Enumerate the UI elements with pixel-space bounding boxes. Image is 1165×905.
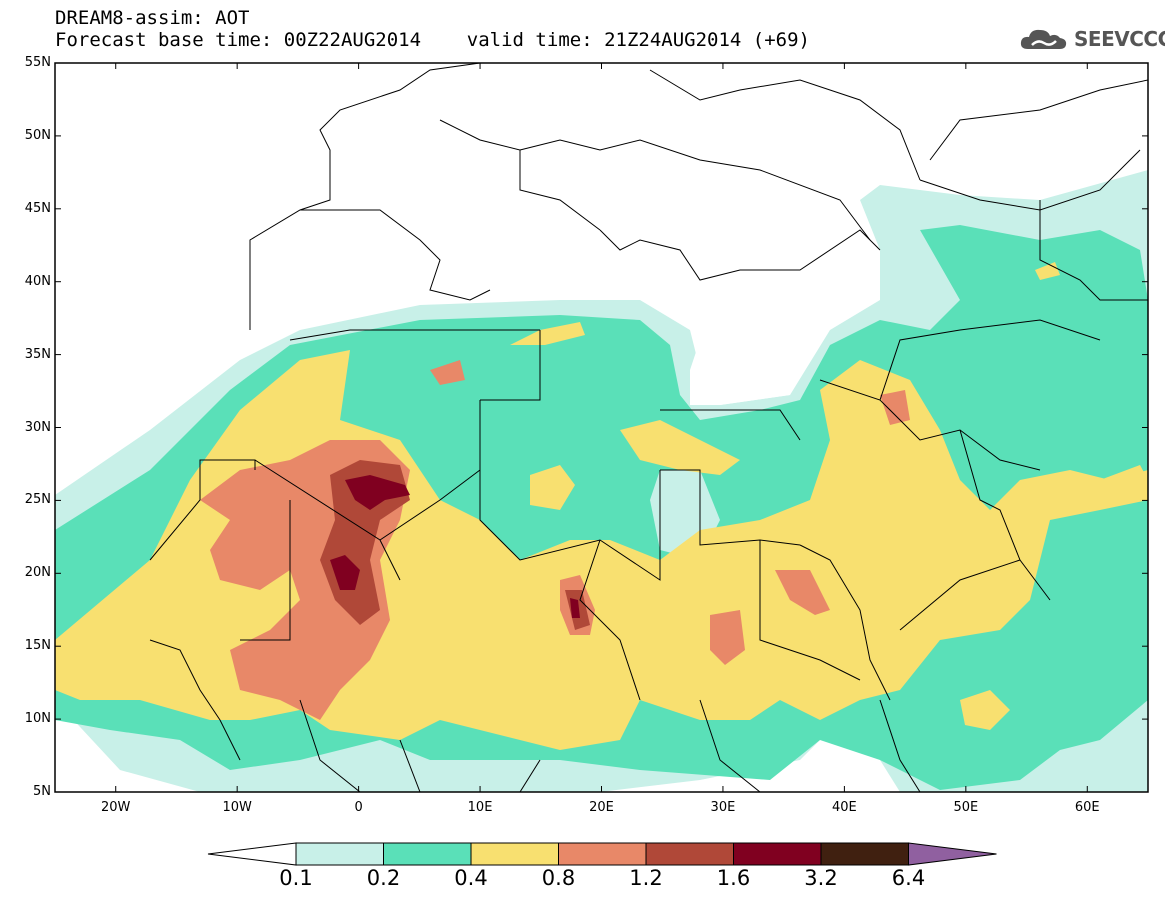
lat-tick-label: 30N — [24, 419, 51, 435]
lon-tick-label: 30E — [710, 800, 736, 815]
country-borders — [149, 63, 1148, 792]
chart-title: DREAM8-assim: AOT — [55, 7, 250, 29]
lat-tick-label: 35N — [24, 346, 51, 362]
colorbar-label: 0.2 — [366, 866, 401, 890]
tick-marks — [55, 62, 1148, 793]
lon-tick-label: 10E — [467, 800, 493, 815]
chart-subtitle: Forecast base time: 00Z22AUG2014 valid t… — [55, 29, 810, 51]
lon-tick-label: 20E — [589, 800, 614, 815]
lon-tick-label: 20W — [101, 800, 131, 815]
lat-tick-label: 40N — [24, 273, 51, 289]
lon-tick-label: 40E — [831, 800, 857, 815]
lat-tick-label: 15N — [24, 638, 51, 654]
colorbar-arrow-low — [207, 842, 297, 866]
lon-tick-label: 60E — [1074, 800, 1100, 815]
colorbar-swatch — [733, 842, 822, 866]
colorbar-label: 1.2 — [629, 866, 663, 890]
colorbar-swatch — [295, 842, 384, 866]
lat-tick-label: 10N — [24, 711, 51, 727]
colorbar-label: 0.8 — [541, 866, 576, 890]
colorbar-swatch — [820, 842, 909, 866]
aot-field — [55, 63, 1148, 792]
colorbar-swatch — [558, 842, 647, 866]
logo-text: SEEVCCC — [1074, 27, 1165, 51]
colorbar-swatch — [645, 842, 734, 866]
lat-tick-label: 50N — [24, 127, 51, 143]
lat-tick-label: 25N — [24, 492, 51, 508]
lon-tick-label: 10W — [222, 800, 252, 815]
colorbar-label: 0.4 — [454, 866, 488, 890]
lat-tick-label: 20N — [24, 565, 51, 581]
colorbar-label: 0.1 — [279, 866, 313, 890]
lon-tick-label: 50E — [953, 800, 979, 815]
lon-tick-label: 0 — [354, 800, 363, 815]
cloud-icon — [1020, 29, 1067, 49]
colorbar-label: 3.2 — [804, 866, 838, 890]
lat-tick-label: 55N — [24, 55, 51, 70]
colorbar-arrow-high — [908, 842, 997, 866]
lat-tick-label: 45N — [24, 200, 51, 216]
seevccc-logo: SEEVCCC — [1018, 24, 1165, 54]
lat-tick-label: 5N — [33, 784, 51, 799]
colorbar — [207, 842, 997, 866]
colorbar-swatch — [383, 842, 472, 866]
colorbar-label: 1.6 — [716, 866, 751, 890]
colorbar-swatch — [470, 842, 559, 866]
colorbar-label: 6.4 — [891, 866, 926, 890]
